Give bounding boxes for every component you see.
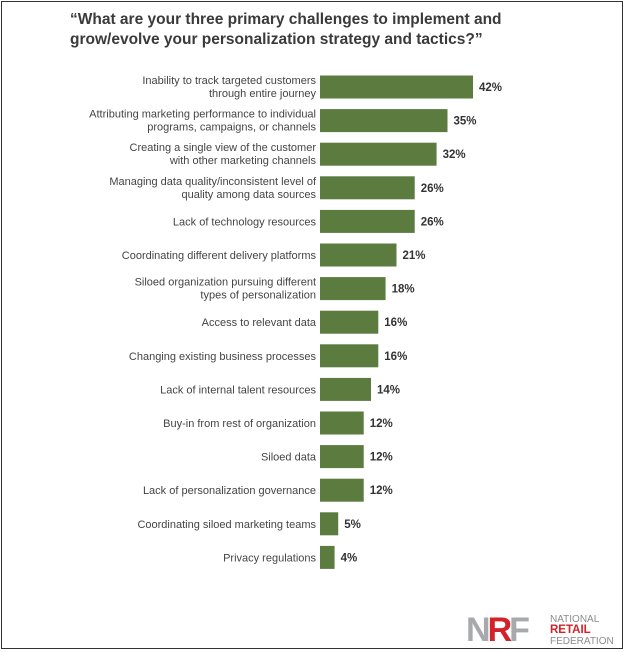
chart-title: “What are your three primary challenges … <box>70 11 502 48</box>
logo-mark: NRF <box>466 611 530 649</box>
bar <box>320 445 364 469</box>
category-label: Creating a single view of the customer <box>130 142 317 154</box>
category-label: Lack of personalization governance <box>143 485 316 497</box>
nrf-logo: NRF NATIONAL RETAIL FEDERATION <box>466 612 626 648</box>
category-label: Access to relevant data <box>202 317 317 329</box>
bar <box>320 411 364 435</box>
bar <box>320 310 379 334</box>
category-label: Lack of technology resources <box>173 216 317 228</box>
data-label: 35% <box>454 116 477 128</box>
data-label: 12% <box>370 418 393 430</box>
data-label: 16% <box>384 317 407 329</box>
bar <box>320 277 386 301</box>
category-label: quality among data sources <box>181 189 316 201</box>
data-label: 26% <box>421 183 444 195</box>
category-label: Buy-in from rest of organization <box>163 418 316 430</box>
category-label: Lack of internal talent resources <box>160 384 316 396</box>
category-label: programs, campaigns, or channels <box>147 122 316 134</box>
data-label: 12% <box>370 485 393 497</box>
data-label: 18% <box>392 284 415 296</box>
bar <box>320 344 379 368</box>
data-label: 21% <box>403 250 426 262</box>
logo-text: NATIONAL RETAIL FEDERATION <box>550 614 614 647</box>
bar <box>320 142 437 166</box>
data-label: 16% <box>384 351 407 363</box>
category-label: Siloed organization pursuing different <box>135 277 316 289</box>
category-label: with other marketing channels <box>169 155 317 167</box>
category-label: Privacy regulations <box>223 552 316 564</box>
category-label: through entire journey <box>209 88 317 100</box>
data-label: 4% <box>341 552 358 564</box>
bar <box>320 377 371 401</box>
category-label: Changing existing business processes <box>129 351 317 363</box>
category-label: types of personalization <box>200 290 316 302</box>
bar <box>320 209 415 233</box>
category-label: Inability to track targeted customers <box>142 75 316 87</box>
data-label: 32% <box>443 149 466 161</box>
bar <box>320 478 364 502</box>
bar <box>320 75 473 99</box>
data-label: 12% <box>370 452 393 464</box>
data-label: 26% <box>421 216 444 228</box>
category-label: Coordinating different delivery platform… <box>122 250 317 262</box>
category-label: Attributing marketing performance to ind… <box>89 109 316 121</box>
data-label: 5% <box>344 519 361 531</box>
bar <box>320 512 339 536</box>
category-label: Managing data quality/inconsistent level… <box>109 176 317 188</box>
data-label: 14% <box>377 384 400 396</box>
bar <box>320 243 397 267</box>
bar <box>320 545 335 569</box>
category-label: Coordinating siloed marketing teams <box>137 519 316 531</box>
data-label: 42% <box>479 82 502 94</box>
bar <box>320 176 415 200</box>
bar <box>320 109 448 133</box>
category-label: Siloed data <box>261 452 317 464</box>
